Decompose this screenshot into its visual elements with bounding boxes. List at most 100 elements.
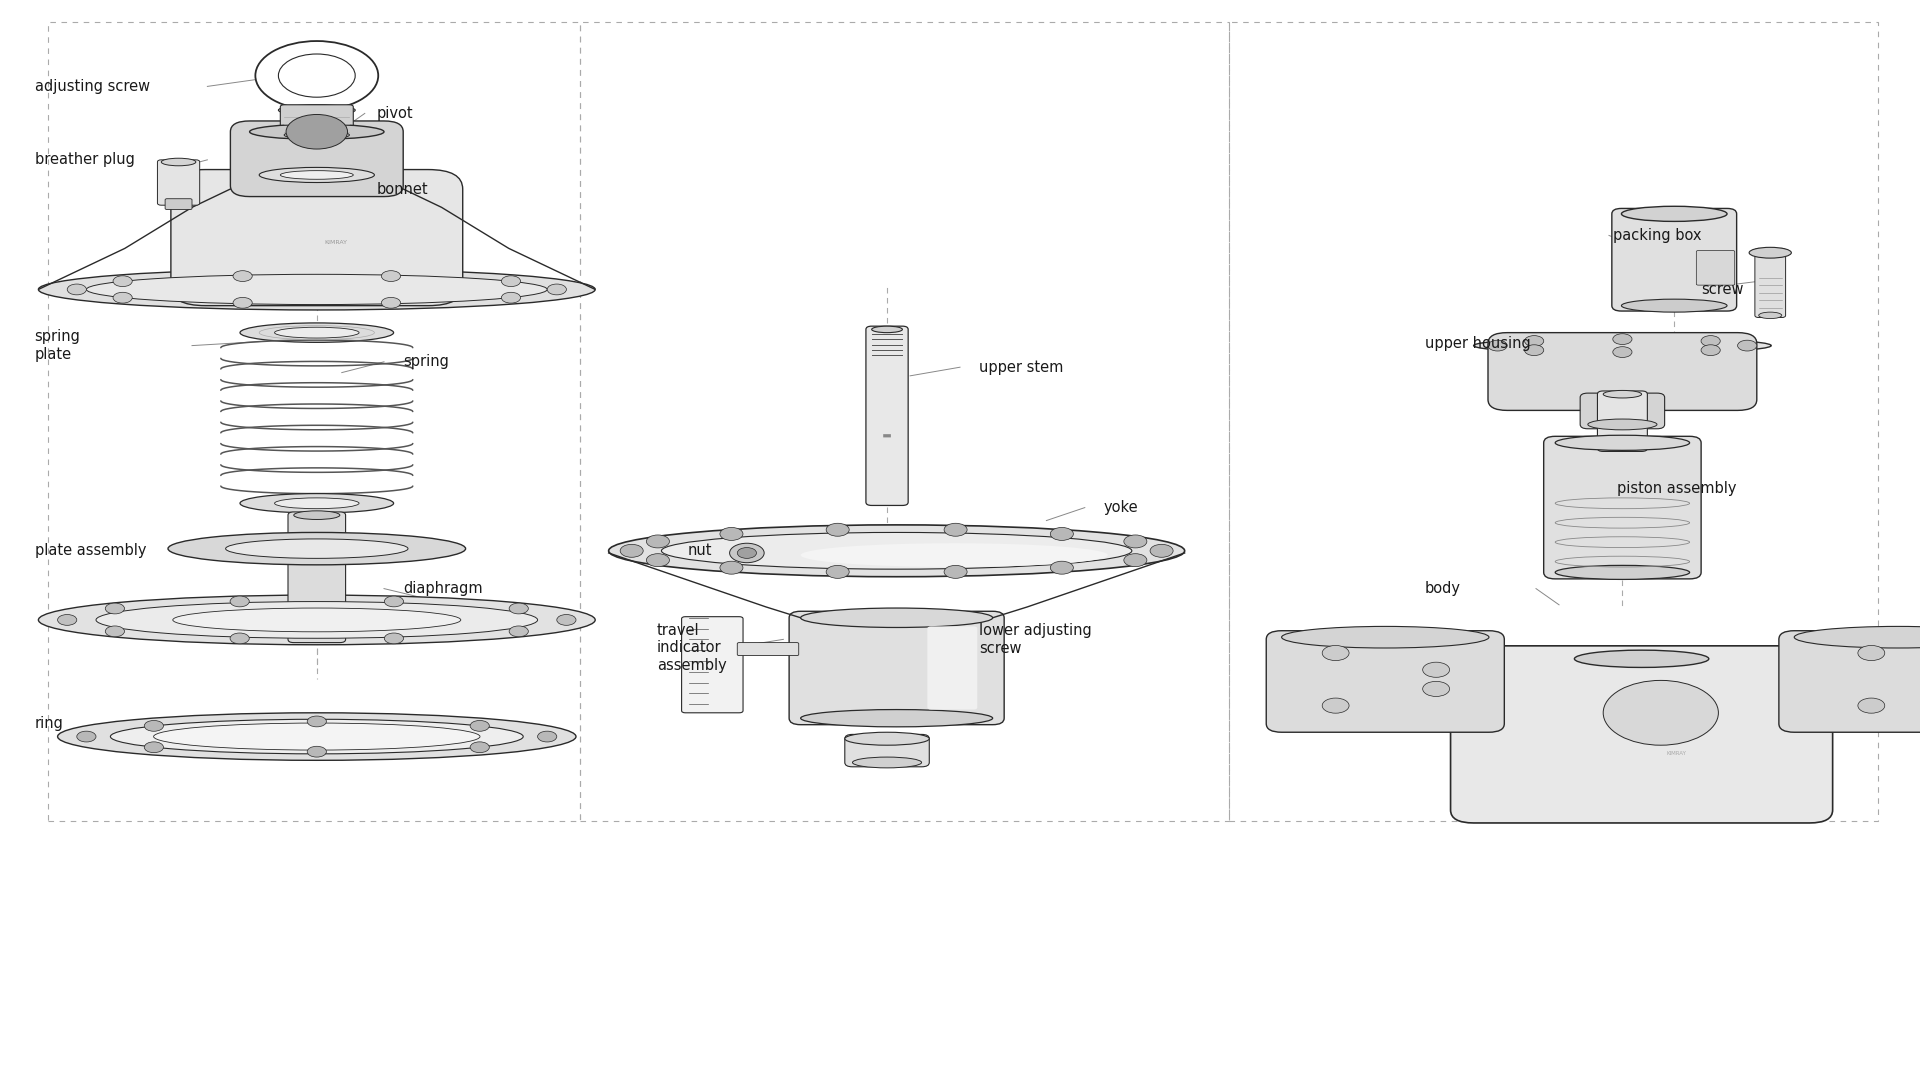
Circle shape — [1423, 681, 1450, 697]
FancyBboxPatch shape — [186, 173, 447, 235]
Ellipse shape — [1555, 435, 1690, 450]
FancyBboxPatch shape — [1452, 646, 1832, 823]
FancyBboxPatch shape — [288, 512, 346, 643]
Ellipse shape — [845, 732, 929, 745]
Text: spring
plate: spring plate — [35, 329, 81, 362]
Circle shape — [737, 548, 756, 558]
Circle shape — [1123, 554, 1146, 567]
Text: pivot: pivot — [376, 106, 413, 121]
Circle shape — [232, 297, 252, 308]
Circle shape — [67, 284, 86, 295]
Circle shape — [620, 544, 643, 557]
Ellipse shape — [1574, 650, 1709, 667]
Ellipse shape — [111, 719, 522, 754]
Ellipse shape — [1283, 626, 1490, 648]
Circle shape — [1488, 340, 1507, 351]
Circle shape — [382, 271, 401, 282]
Circle shape — [1613, 334, 1632, 345]
Circle shape — [501, 275, 520, 286]
Circle shape — [1524, 336, 1544, 347]
Circle shape — [232, 271, 252, 282]
Text: travel
indicator
assembly: travel indicator assembly — [657, 623, 726, 673]
Circle shape — [826, 565, 849, 578]
Ellipse shape — [609, 525, 1185, 577]
Circle shape — [144, 742, 163, 753]
Circle shape — [647, 535, 670, 548]
Circle shape — [307, 746, 326, 757]
Ellipse shape — [660, 532, 1133, 569]
Text: diaphragm: diaphragm — [403, 581, 482, 596]
Ellipse shape — [38, 269, 595, 310]
Circle shape — [1423, 662, 1450, 677]
Circle shape — [278, 54, 355, 97]
Ellipse shape — [1475, 337, 1770, 353]
Ellipse shape — [38, 595, 595, 645]
Text: screw: screw — [1701, 282, 1743, 297]
FancyBboxPatch shape — [171, 170, 463, 306]
Circle shape — [1859, 646, 1885, 661]
FancyBboxPatch shape — [845, 734, 929, 767]
Circle shape — [730, 543, 764, 563]
Ellipse shape — [259, 167, 374, 183]
Ellipse shape — [240, 494, 394, 513]
Circle shape — [470, 742, 490, 753]
Ellipse shape — [275, 498, 359, 509]
Text: breather plug: breather plug — [35, 152, 134, 167]
FancyBboxPatch shape — [789, 611, 1004, 725]
Circle shape — [144, 720, 163, 731]
Bar — [580, 22, 1229, 821]
Circle shape — [1323, 646, 1350, 661]
Text: lower adjusting
screw: lower adjusting screw — [979, 623, 1092, 656]
Text: nut: nut — [687, 543, 712, 558]
Ellipse shape — [154, 724, 480, 750]
Ellipse shape — [278, 105, 355, 116]
Circle shape — [945, 524, 968, 537]
Text: ring: ring — [35, 716, 63, 731]
Bar — [1229, 22, 1878, 821]
Ellipse shape — [250, 124, 384, 139]
Ellipse shape — [275, 327, 359, 338]
Text: adjusting screw: adjusting screw — [35, 79, 150, 94]
Ellipse shape — [240, 323, 394, 342]
FancyBboxPatch shape — [682, 617, 743, 713]
Ellipse shape — [58, 713, 576, 760]
FancyBboxPatch shape — [737, 643, 799, 656]
Ellipse shape — [1603, 391, 1642, 397]
Ellipse shape — [169, 532, 467, 565]
Bar — [48, 22, 580, 821]
Circle shape — [230, 633, 250, 644]
Circle shape — [286, 114, 348, 149]
Circle shape — [77, 731, 96, 742]
Circle shape — [113, 293, 132, 303]
Text: upper stem: upper stem — [979, 360, 1064, 375]
Circle shape — [720, 527, 743, 540]
Ellipse shape — [161, 158, 196, 165]
Ellipse shape — [284, 131, 349, 139]
Text: piston assembly: piston assembly — [1617, 481, 1736, 496]
Circle shape — [470, 720, 490, 731]
Ellipse shape — [801, 608, 993, 627]
Circle shape — [1123, 535, 1146, 548]
Ellipse shape — [1793, 626, 1920, 648]
Text: spring: spring — [403, 354, 449, 369]
Circle shape — [1859, 698, 1885, 713]
Circle shape — [826, 524, 849, 537]
Circle shape — [1613, 347, 1632, 357]
Circle shape — [945, 565, 968, 578]
Text: yoke: yoke — [1104, 500, 1139, 515]
Circle shape — [647, 554, 670, 567]
Circle shape — [557, 615, 576, 625]
Ellipse shape — [96, 602, 538, 638]
FancyBboxPatch shape — [1697, 251, 1736, 285]
FancyBboxPatch shape — [1580, 393, 1665, 429]
Circle shape — [547, 284, 566, 295]
FancyBboxPatch shape — [866, 326, 908, 505]
Circle shape — [106, 626, 125, 637]
Circle shape — [509, 603, 528, 613]
Text: KIMRAY: KIMRAY — [1667, 752, 1686, 756]
Circle shape — [1603, 680, 1718, 745]
Circle shape — [538, 731, 557, 742]
Circle shape — [255, 41, 378, 110]
Ellipse shape — [1620, 299, 1728, 312]
Ellipse shape — [173, 608, 461, 632]
